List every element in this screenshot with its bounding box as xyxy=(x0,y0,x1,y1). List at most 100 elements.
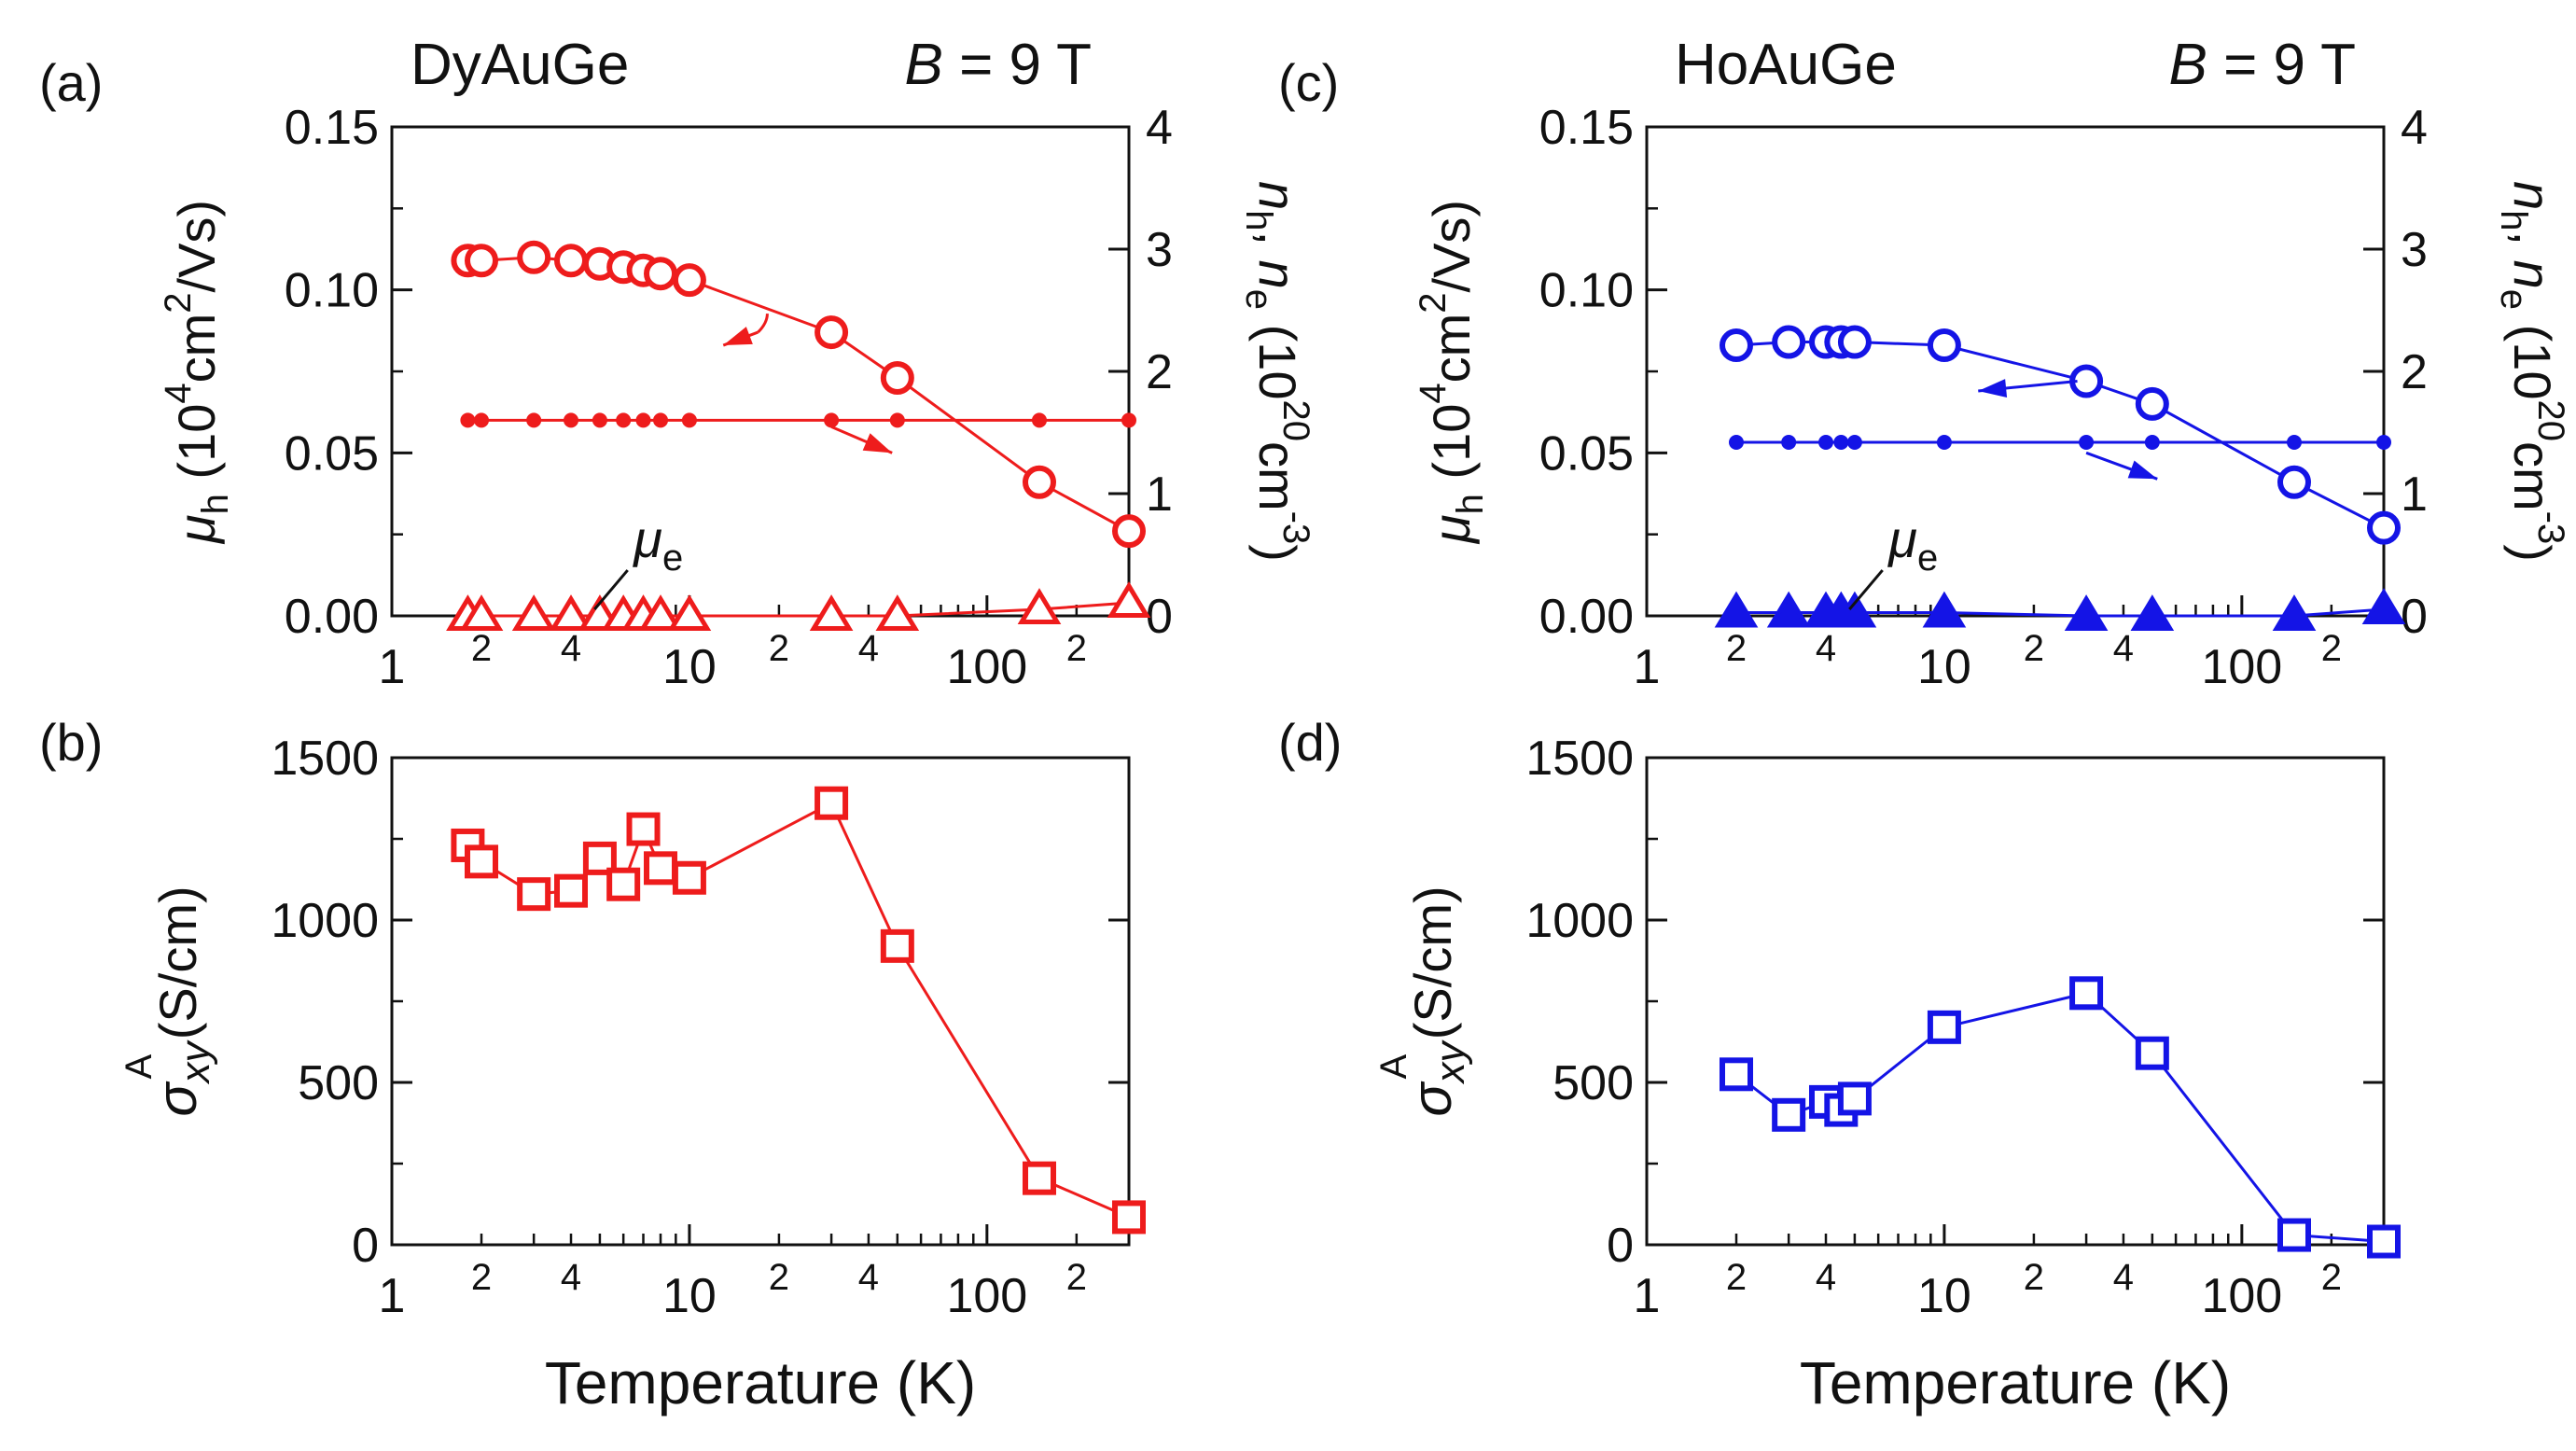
panel-a-right-arrow-head xyxy=(862,433,893,453)
panel-c-mu-h-point xyxy=(1720,328,1754,363)
panel-c-x-minor-label: 2 xyxy=(1726,628,1747,669)
panel-c-series-line xyxy=(1736,607,2385,618)
ylabel-text: (10 xyxy=(1248,310,1307,400)
panel-a-x-minor-label: 2 xyxy=(471,628,492,669)
panel-d-y-tick-label: 1000 xyxy=(1525,894,1634,948)
ylabel-text: , xyxy=(1248,230,1307,259)
panel-d-sigma-point xyxy=(1720,1057,1754,1092)
panel-c-x-minor-label: 4 xyxy=(2113,628,2134,669)
panel-d-x-minor-label: 2 xyxy=(2024,1257,2044,1298)
ylabel-text: ) xyxy=(1248,544,1307,562)
panel-d-x-major-label: 10 xyxy=(1917,1269,1971,1323)
ylabel-sup: 20 xyxy=(2530,400,2571,442)
panel-a-ylabel-left: μh (104cm2/Vs) xyxy=(158,200,236,545)
panel-a-mu-e-point xyxy=(1017,588,1062,625)
panel-c-mu-h-point xyxy=(1837,325,1872,359)
ylabel-sup: A xyxy=(1373,1053,1414,1079)
panel-a-y2-tick-label: 1 xyxy=(1146,467,1173,522)
panel-d-y-tick-label: 1500 xyxy=(1525,732,1634,786)
panel-c-mu-e-point xyxy=(2130,594,2175,631)
ylabel-sup: -3 xyxy=(1275,511,1316,545)
panel-a-ylabel-right: nh, ne (1020cm-3) xyxy=(1238,181,1316,562)
panel-c-n-point xyxy=(2079,434,2095,450)
panel-b-y-tick-label: 1000 xyxy=(271,894,379,948)
panel-a-y2-tick-label: 2 xyxy=(1146,345,1173,399)
panel-b: 1 10 100 2 4 2 4 2 0 500 1000 1500 (b) σxy A (S/cm) Tem… xyxy=(39,713,1146,1416)
panel-a-x-minor-label: 4 xyxy=(561,628,581,669)
panel-d-x-minor-label: 4 xyxy=(1816,1257,1836,1298)
ylabel-symbol: σ xyxy=(146,1081,208,1117)
panel-a-x-major-label: 10 xyxy=(662,640,717,694)
ylabel-symbol: n xyxy=(2503,181,2562,210)
panel-c-mu-e-leader xyxy=(1848,569,1884,610)
panel-b-sigma-point xyxy=(815,786,849,820)
panel-c-mu-e-point xyxy=(1766,591,1811,628)
panel-a-frame xyxy=(390,125,1131,618)
panel-c-letter: (c) xyxy=(1278,53,1339,112)
panel-a-mu-h-point xyxy=(815,315,849,350)
panel-c-mu-h-point xyxy=(2135,386,2169,421)
panel-c-field-label: B = 9 T xyxy=(2169,33,2356,97)
panel-a-n-point xyxy=(824,412,840,428)
panel-a-letter: (a) xyxy=(39,53,103,112)
ylabel-sup: 2 xyxy=(1413,292,1454,313)
panel-a-y-tick-label: 0.15 xyxy=(285,101,379,155)
panel-a-mu-h-point xyxy=(1022,465,1056,499)
panel-c-y2-tick-label: 3 xyxy=(2401,223,2428,277)
ylabel-text: /Vs) xyxy=(167,200,226,293)
panel-c-n-point xyxy=(1936,434,1952,450)
panel-c-mu-e-point xyxy=(2361,588,2406,625)
ylabel-text: cm xyxy=(1422,314,1481,384)
panel-a-y-tick-label: 0.05 xyxy=(285,426,379,481)
panel-c-y-tick-label: 0.10 xyxy=(1539,264,1634,318)
panel-a-x-major-label: 1 xyxy=(379,640,406,694)
panel-b-sigma-point xyxy=(554,873,589,908)
panel-a-y-tick-label: 0.00 xyxy=(285,590,379,644)
panel-a-n-point xyxy=(681,412,697,428)
ylabel-sup: 2 xyxy=(158,292,199,313)
panel-d-x-major-label: 1 xyxy=(1634,1269,1661,1323)
panel-a-x-minor-label: 2 xyxy=(769,628,789,669)
panel-b-frame xyxy=(390,756,1131,1247)
panel-d-frame xyxy=(1645,756,2386,1247)
panel-b-x-minor-label: 2 xyxy=(769,1257,789,1298)
panel-d-sigma-point xyxy=(2135,1036,2169,1070)
panel-c-y2-tick-label: 4 xyxy=(2401,101,2428,155)
ylabel-sup: -3 xyxy=(2530,511,2571,545)
panel-b-sigma-point xyxy=(606,867,641,901)
ylabel-sub: e xyxy=(2493,289,2534,310)
panel-d-sigma-point xyxy=(2367,1224,2401,1259)
panel-d-letter: (d) xyxy=(1278,713,1342,772)
panel-b-x-major-label: 1 xyxy=(379,1269,406,1323)
panel-c-mu-h-point xyxy=(1927,328,1961,363)
panel-a-n-point xyxy=(653,412,669,428)
panel-c-y-tick-label: 0.00 xyxy=(1539,590,1634,644)
panel-a-n-point xyxy=(564,412,579,428)
panel-c-x-major-label: 100 xyxy=(2201,640,2282,694)
panel-c-n-point xyxy=(1833,434,1849,450)
ylabel-sub: h xyxy=(195,494,236,514)
panel-a-n-point xyxy=(474,412,490,428)
panel-c-n-point xyxy=(1846,434,1862,450)
panel-a-y2-tick-label: 0 xyxy=(1146,590,1173,644)
panel-a-n-point xyxy=(592,412,607,428)
panel-a-field-label: B = 9 T xyxy=(905,33,1092,97)
panel-a-left-arrow-curl xyxy=(757,314,769,334)
panel-a-mu-h-point xyxy=(672,263,706,298)
ylabel-units: (S/cm) xyxy=(1403,886,1462,1053)
panel-d-sigma-point xyxy=(2069,976,2104,1011)
panel-b-sigma-point xyxy=(880,928,914,963)
panel-d-sigma-point xyxy=(1772,1097,1806,1132)
panel-d-ylabel: σxy A (S/cm) xyxy=(1373,886,1473,1116)
ylabel-sub: h xyxy=(1450,494,1491,514)
panel-b-x-minor-label: 4 xyxy=(561,1257,581,1298)
panel-b-x-minor-label: 2 xyxy=(471,1257,492,1298)
panel-b-ylabel: σxy A (S/cm) xyxy=(118,886,218,1116)
panel-c: 1 10 100 2 4 2 4 2 0.00 0.05 0.10 0.15 0 1 2 3 4 (c) HoAuG… xyxy=(1278,33,2571,694)
ylabel-text: , xyxy=(2503,230,2562,259)
ylabel-sub: xy xyxy=(173,1039,218,1084)
field-value: = 9 T xyxy=(943,33,1092,97)
ylabel-text: cm xyxy=(1248,441,1307,511)
panel-c-right-arrow-head xyxy=(2127,460,2158,480)
